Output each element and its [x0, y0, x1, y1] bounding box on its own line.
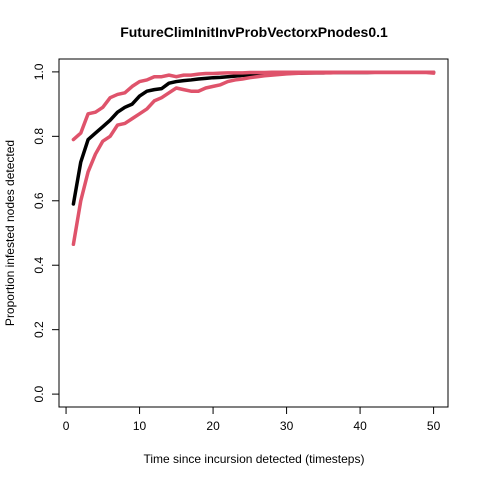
y-axis: 0.0 0.2 0.4 0.6 0.8 1.0 [32, 63, 59, 402]
y-tick-label: 0.0 [32, 385, 46, 402]
y-tick-label: 1.0 [32, 63, 46, 80]
x-tick-label: 40 [353, 419, 367, 433]
chart-title: FutureClimInitInvProbVectorxPnodes0.1 [120, 24, 388, 40]
x-tick-label: 0 [63, 419, 70, 433]
series-layer [71, 70, 436, 247]
y-tick-label: 0.6 [32, 192, 46, 209]
y-tick-label: 0.8 [32, 128, 46, 145]
y-tick-label: 0.2 [32, 321, 46, 338]
series-line-3 [71, 70, 436, 247]
x-tick-label: 10 [133, 419, 147, 433]
x-axis-label: Time since incursion detected (timesteps… [144, 452, 365, 466]
x-tick-label: 20 [206, 419, 220, 433]
y-axis-label: Proportion infested nodes detected [3, 140, 17, 326]
x-tick-label: 50 [427, 419, 441, 433]
y-tick-label: 0.4 [32, 257, 46, 274]
plot-frame [58, 58, 449, 408]
x-tick-label: 30 [280, 419, 294, 433]
x-axis: 0 10 20 30 40 50 [63, 407, 441, 433]
